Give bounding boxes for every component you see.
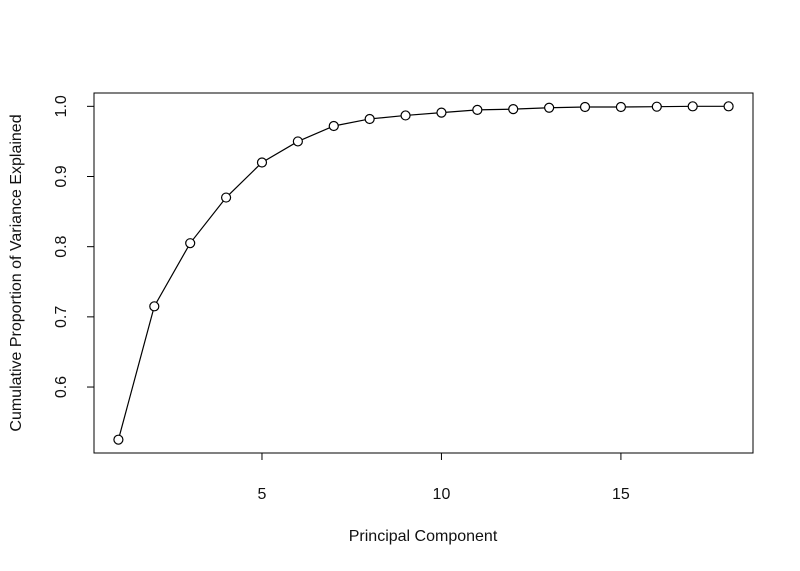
point bbox=[256, 157, 268, 168]
point bbox=[436, 107, 447, 118]
series-line bbox=[117, 105, 729, 440]
point bbox=[400, 110, 411, 121]
point bbox=[723, 101, 734, 112]
point bbox=[220, 192, 232, 203]
point bbox=[544, 102, 555, 113]
plot-frame bbox=[93, 92, 754, 454]
point bbox=[113, 434, 124, 445]
point bbox=[615, 101, 627, 113]
point bbox=[472, 104, 483, 115]
point bbox=[185, 238, 196, 249]
y-axis-label: Cumulative Proportion of Variance Explai… bbox=[8, 114, 25, 431]
y-tick-label: 0.6 bbox=[53, 376, 70, 398]
x-tick-label: 5 bbox=[258, 486, 267, 503]
y-tick-label: 0.9 bbox=[53, 165, 70, 187]
point bbox=[579, 101, 591, 113]
point bbox=[149, 301, 160, 312]
point bbox=[687, 101, 698, 112]
point bbox=[651, 101, 662, 112]
point bbox=[292, 136, 303, 147]
point bbox=[328, 120, 339, 132]
x-tick-label: 10 bbox=[433, 486, 451, 503]
y-tick-label: 0.8 bbox=[53, 235, 70, 257]
point bbox=[364, 113, 375, 125]
x-tick-label: 15 bbox=[612, 486, 630, 503]
y-tick-label: 0.7 bbox=[53, 306, 70, 328]
point bbox=[508, 104, 519, 115]
x-axis-label: Principal Component bbox=[349, 528, 498, 545]
y-tick-label: 1.0 bbox=[53, 95, 70, 117]
